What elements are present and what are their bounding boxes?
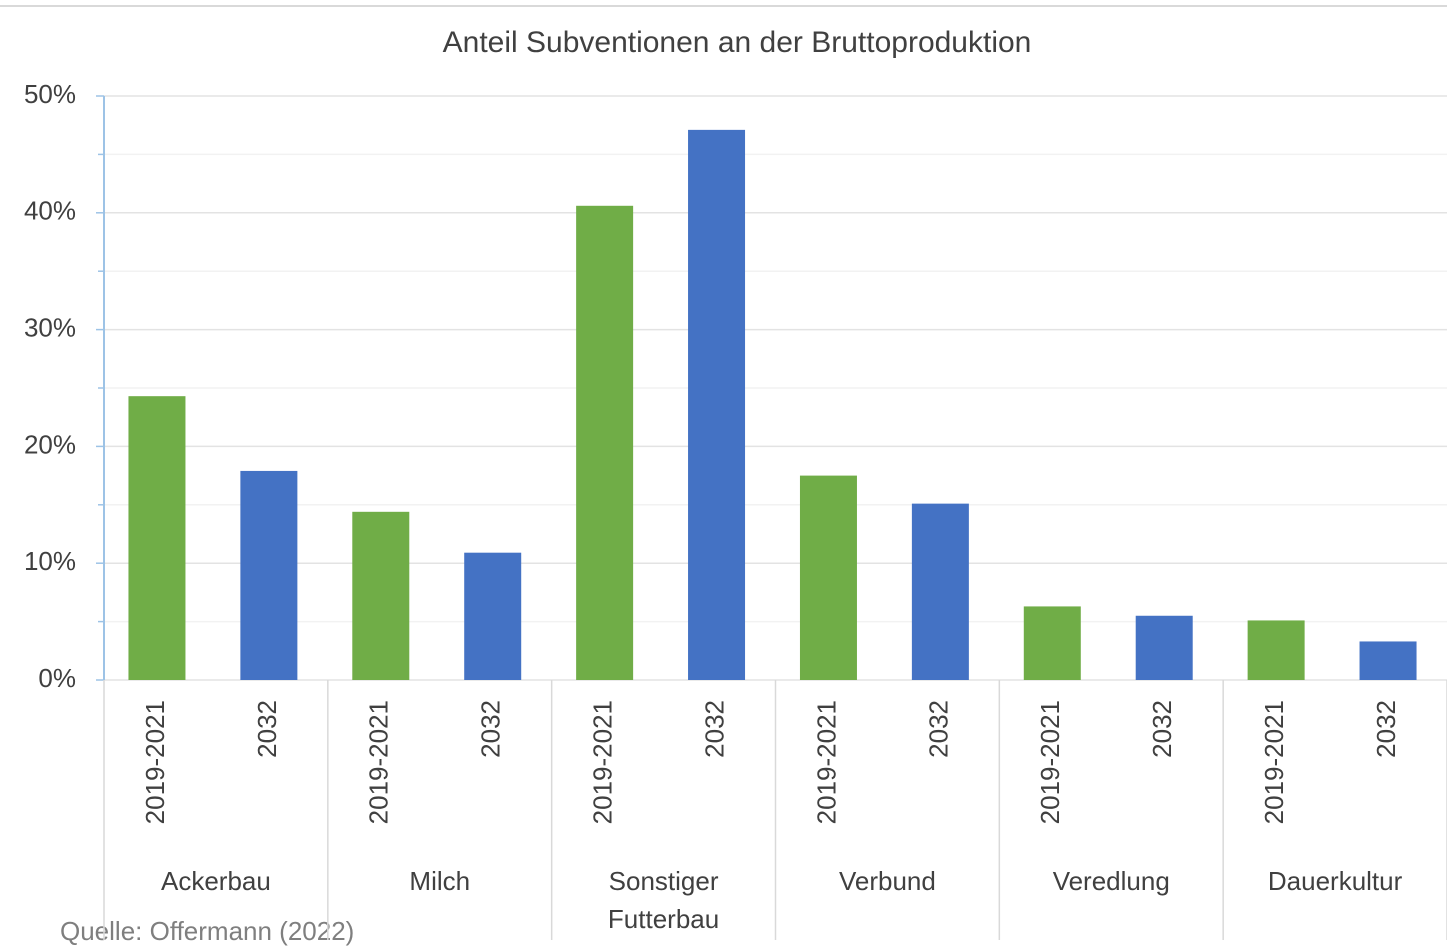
bar (576, 205, 634, 681)
bar (1359, 641, 1417, 680)
x-sub-label: 2032 (1147, 700, 1177, 758)
y-tick-label: 30% (24, 312, 76, 342)
x-category-label: Veredlung (1052, 866, 1170, 896)
x-category-label: Sonstiger Futterbau (607, 866, 720, 934)
x-sub-label: 2019-2021 (364, 700, 394, 824)
y-tick-label: 0% (38, 663, 76, 693)
category-label-box: Sonstiger Futterbau (607, 866, 720, 934)
category-label-box: Ackerbau (160, 866, 271, 896)
bar (1023, 606, 1081, 680)
x-category-label: Dauerkultur (1267, 866, 1403, 896)
chart-title: Anteil Subventionen an der Bruttoprodukt… (443, 26, 1032, 59)
x-sub-label: 2019-2021 (588, 700, 618, 824)
x-sub-label: 2019-2021 (1035, 700, 1065, 824)
category-label-box: Milch (409, 866, 471, 896)
bar (799, 475, 857, 680)
x-sub-label: 2032 (1371, 700, 1401, 758)
y-tick-label: 50% (24, 79, 76, 109)
bar (352, 511, 410, 680)
x-sub-label: 2019-2021 (811, 700, 841, 824)
x-category-label: Milch (409, 866, 471, 896)
category-label-box: Dauerkultur (1267, 866, 1403, 896)
category-label-box: Verbund (838, 866, 936, 896)
x-category-label: Verbund (838, 866, 936, 896)
bar (1247, 620, 1305, 680)
bar (240, 470, 298, 680)
category-label-box: Veredlung (1052, 866, 1170, 896)
bar (464, 552, 522, 680)
x-sub-label: 2019-2021 (1259, 700, 1289, 824)
source-note: Quelle: Offermann (2022) (60, 916, 354, 946)
y-tick-label: 40% (24, 196, 76, 226)
y-tick-label: 20% (24, 429, 76, 459)
x-sub-label: 2032 (252, 700, 282, 758)
bar (911, 503, 969, 680)
bar (128, 396, 186, 680)
x-sub-label: 2032 (923, 700, 953, 758)
bar (1135, 615, 1193, 680)
x-sub-label: 2019-2021 (140, 700, 170, 824)
bar (688, 129, 746, 680)
x-sub-label: 2032 (699, 700, 729, 758)
x-sub-label: 2032 (476, 700, 506, 758)
y-tick-label: 10% (24, 546, 76, 576)
x-category-label: Ackerbau (160, 866, 271, 896)
